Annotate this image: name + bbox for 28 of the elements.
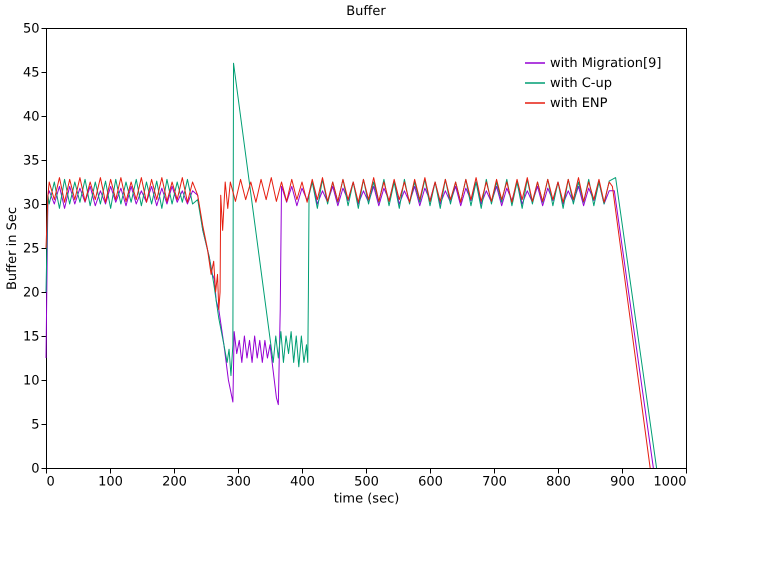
- x-tick-label: 500: [354, 474, 379, 490]
- x-tick-label: 900: [610, 474, 635, 490]
- y-tick-label: 50: [22, 22, 40, 36]
- x-tick-label: 100: [98, 474, 123, 490]
- x-tick-label: 800: [546, 474, 571, 490]
- y-tick-label: 45: [22, 66, 40, 80]
- x-tick-label: 200: [162, 474, 187, 490]
- legend-label: with ENP: [550, 96, 608, 111]
- x-tick-label: 0: [46, 474, 55, 490]
- y-tick-label: 5: [31, 418, 40, 432]
- legend-label: with Migration[9]: [550, 56, 662, 71]
- x-axis-title: time (sec): [334, 492, 400, 506]
- y-axis-title: Buffer in Sec: [4, 207, 20, 290]
- y-tick-label: 20: [22, 286, 40, 300]
- x-tick-label: 300: [226, 474, 251, 490]
- x-tick-label: 1000: [653, 474, 686, 490]
- y-tick-label: 35: [22, 154, 40, 168]
- y-tick-label: 10: [22, 374, 40, 388]
- legend-label: with C-up: [550, 76, 612, 91]
- y-tick-label: 40: [22, 110, 40, 124]
- y-tick-label: 30: [22, 198, 40, 212]
- chart-title: Buffer: [346, 4, 386, 19]
- x-tick-label: 700: [482, 474, 507, 490]
- x-tick-label: 400: [290, 474, 315, 490]
- y-tick-label: 0: [31, 462, 40, 476]
- y-tick-label: 25: [22, 242, 40, 256]
- x-tick-label: 600: [418, 474, 443, 490]
- y-tick-label: 15: [22, 330, 40, 344]
